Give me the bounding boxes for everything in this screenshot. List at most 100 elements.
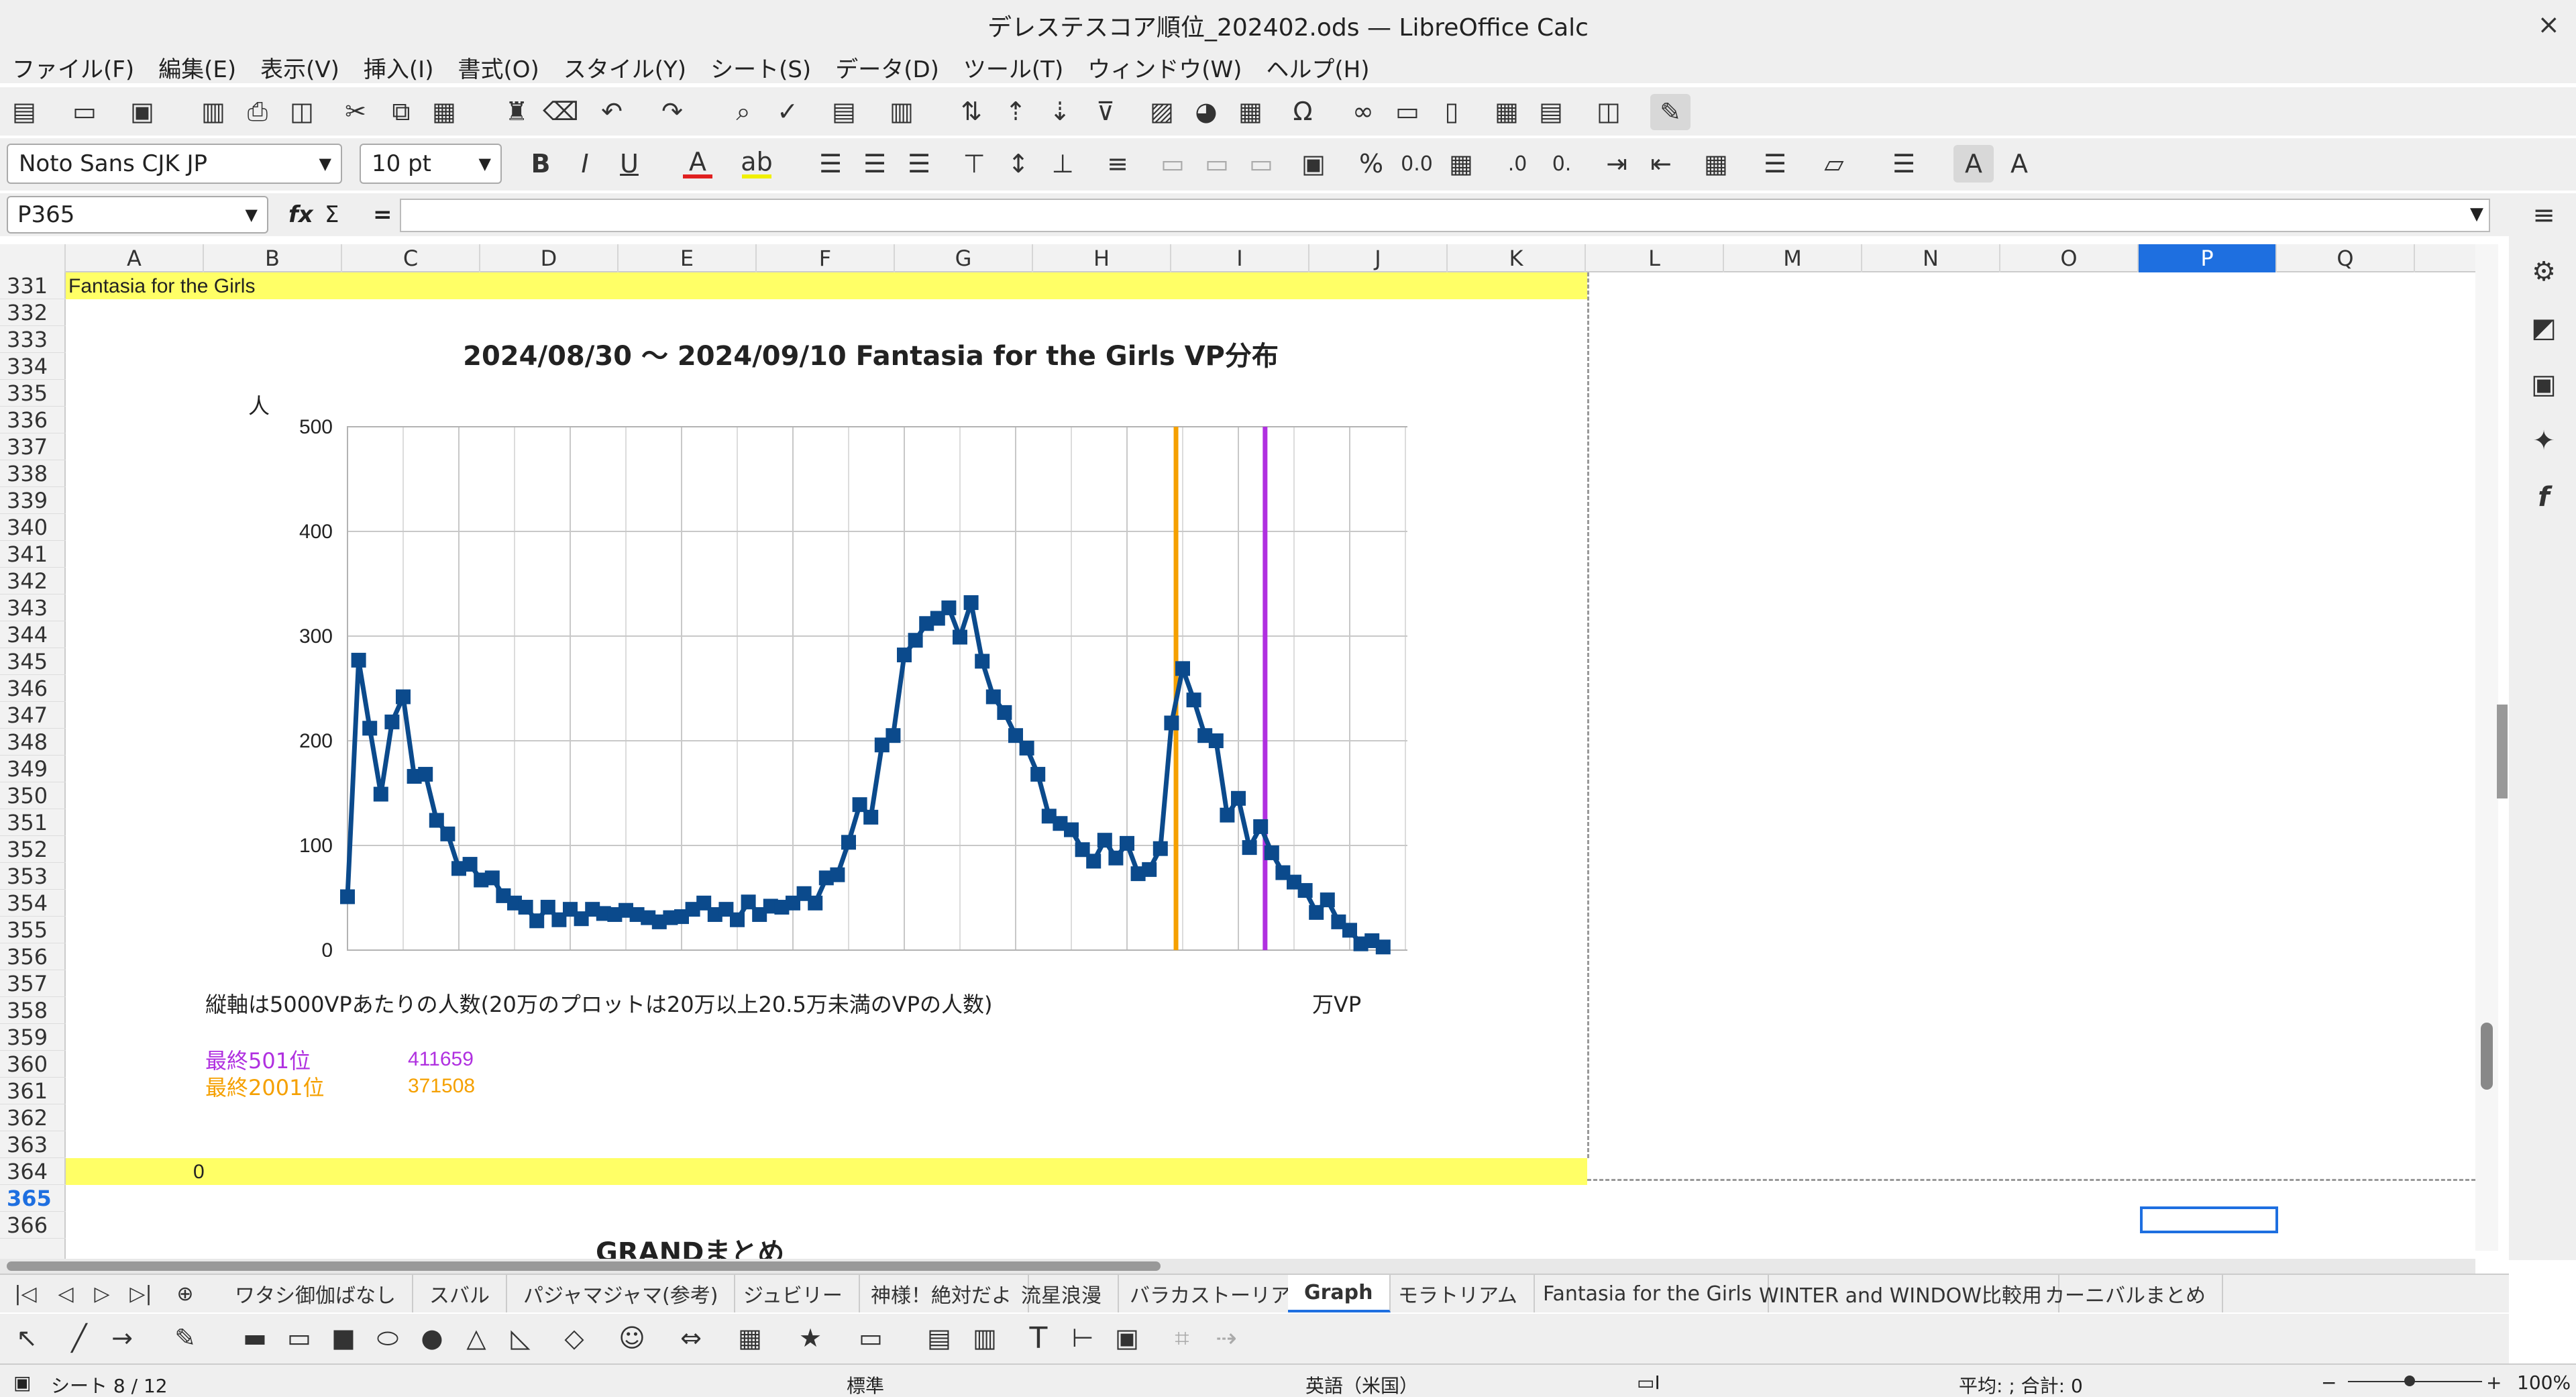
select-all-corner[interactable] bbox=[0, 244, 66, 272]
define-print-area-icon[interactable]: ▦ bbox=[1495, 97, 1519, 126]
merge-center-icon[interactable]: ▭ bbox=[1205, 149, 1229, 178]
find-icon[interactable]: ⌕ bbox=[736, 96, 751, 126]
column-header-h[interactable]: H bbox=[1033, 244, 1171, 272]
font-size-box[interactable]: 10 pt ▼ bbox=[360, 144, 502, 184]
row-header[interactable]: 333 bbox=[0, 326, 66, 353]
menu-tools[interactable]: ツール(T) bbox=[963, 56, 1064, 83]
row-header[interactable]: 356 bbox=[0, 943, 66, 970]
menu-insert[interactable]: 挿入(I) bbox=[363, 56, 434, 83]
line-style-icon[interactable]: ☰ bbox=[1892, 149, 1916, 178]
row-header[interactable]: 342 bbox=[0, 568, 66, 594]
zoom-slider-thumb[interactable] bbox=[2404, 1376, 2415, 1386]
row-header[interactable]: 353 bbox=[0, 863, 66, 890]
select-icon[interactable]: ↖ bbox=[16, 1323, 38, 1353]
menu-styles[interactable]: スタイル(Y) bbox=[563, 56, 687, 83]
frame-icon[interactable]: ▣ bbox=[1115, 1323, 1139, 1353]
sheet-tab[interactable]: モラトリアム bbox=[1382, 1275, 1535, 1312]
split-window-icon[interactable]: ◫ bbox=[1597, 97, 1621, 126]
menu-data[interactable]: データ(D) bbox=[835, 56, 939, 83]
name-box[interactable]: P365 ▼ bbox=[7, 196, 268, 234]
sheet-tab[interactable]: WINTER and WINDOW比較用 bbox=[1743, 1275, 2059, 1312]
pivot-table-icon[interactable]: ▦ bbox=[1238, 97, 1263, 126]
freeze-rows-icon[interactable]: ▤ bbox=[1539, 97, 1563, 126]
autofilter-icon[interactable]: ⊽ bbox=[1096, 97, 1115, 126]
last-sheet-icon[interactable]: ▷| bbox=[129, 1282, 152, 1306]
text-direction-lr-icon[interactable]: A bbox=[1953, 145, 1994, 183]
percent-icon[interactable]: % bbox=[1358, 149, 1384, 178]
sheet-tab[interactable]: Graph bbox=[1288, 1275, 1391, 1312]
row-header[interactable]: 347 bbox=[0, 702, 66, 729]
wrap-text-icon[interactable]: ≡ bbox=[1107, 149, 1128, 178]
zoom-out-icon[interactable]: − bbox=[2321, 1372, 2337, 1394]
column-header-a[interactable]: A bbox=[66, 244, 204, 272]
row-header[interactable]: 337 bbox=[0, 433, 66, 460]
menu-format[interactable]: 書式(O) bbox=[458, 56, 539, 83]
special-character-icon[interactable]: Ω bbox=[1293, 97, 1313, 126]
chevron-down-icon[interactable]: ▼ bbox=[319, 154, 331, 173]
vertical-scroll-thumb[interactable] bbox=[2481, 1023, 2493, 1090]
column-header-m[interactable]: M bbox=[1724, 244, 1862, 272]
symbol-shapes-icon[interactable]: ☺ bbox=[619, 1323, 645, 1353]
column-icon[interactable]: ▥ bbox=[890, 97, 914, 126]
menu-file[interactable]: ファイル(F) bbox=[12, 56, 135, 83]
sheet-tab[interactable]: 神様！絶対だよ bbox=[855, 1275, 1029, 1312]
print-icon[interactable]: ⎙ bbox=[247, 96, 268, 126]
copy-icon[interactable]: ⧉ bbox=[392, 96, 411, 126]
row-header[interactable]: 346 bbox=[0, 675, 66, 702]
chevron-down-icon[interactable]: ▼ bbox=[478, 154, 491, 173]
align-bottom-icon[interactable]: ⊥ bbox=[1051, 149, 1074, 178]
align-top-icon[interactable]: ⊤ bbox=[963, 149, 985, 178]
row-header[interactable]: 363 bbox=[0, 1131, 66, 1158]
curve-icon[interactable]: ✎ bbox=[174, 1323, 196, 1353]
glue-points-icon[interactable]: ⇢ bbox=[1216, 1323, 1237, 1353]
zoom-level[interactable]: 100% bbox=[2517, 1372, 2571, 1394]
sort-icon[interactable]: ⇅ bbox=[961, 97, 982, 126]
sheet-tab[interactable]: ワタシ御伽ばなし bbox=[219, 1275, 413, 1312]
text-icon[interactable]: T bbox=[1029, 1321, 1048, 1355]
column-header-p[interactable]: P bbox=[2139, 244, 2277, 272]
close-icon[interactable]: × bbox=[2537, 9, 2560, 40]
decrease-indent-icon[interactable]: ⇤ bbox=[1650, 149, 1672, 178]
vertical-text-icon[interactable]: ⊢ bbox=[1071, 1323, 1094, 1353]
header-footer-icon[interactable]: ▯ bbox=[1444, 97, 1459, 126]
gallery-icon[interactable]: ▣ bbox=[2531, 369, 2557, 400]
sum-icon[interactable]: Σ bbox=[325, 201, 339, 228]
styles-icon[interactable]: ◩ bbox=[2531, 313, 2557, 344]
fontwork-icon[interactable]: ▤ bbox=[927, 1323, 951, 1353]
italic-icon[interactable]: I bbox=[581, 149, 589, 178]
column-header-l[interactable]: L bbox=[1586, 244, 1724, 272]
column-header-f[interactable]: F bbox=[757, 244, 895, 272]
cell-a331[interactable]: Fantasia for the Girls bbox=[68, 275, 256, 297]
right-triangle-icon[interactable]: ◺ bbox=[511, 1323, 531, 1353]
triangle-icon[interactable]: △ bbox=[466, 1323, 486, 1353]
insert-image-icon[interactable]: ▨ bbox=[1150, 97, 1174, 126]
insert-textbox-icon[interactable]: ▥ bbox=[973, 1323, 997, 1353]
basic-shapes-icon[interactable]: ◇ bbox=[564, 1323, 584, 1353]
row-header[interactable]: 338 bbox=[0, 460, 66, 487]
column-header-j[interactable]: J bbox=[1309, 244, 1448, 272]
square-icon[interactable]: ■ bbox=[331, 1323, 356, 1353]
row-header[interactable]: 334 bbox=[0, 353, 66, 380]
border-style-icon[interactable]: ☰ bbox=[1763, 149, 1787, 178]
expand-formula-icon[interactable]: ▼ bbox=[2470, 204, 2483, 224]
clear-formatting-icon[interactable]: ⌫ bbox=[543, 97, 579, 126]
next-sheet-icon[interactable]: ▷ bbox=[94, 1282, 110, 1306]
align-center-icon[interactable]: ☰ bbox=[863, 149, 887, 178]
column-header-e[interactable]: E bbox=[619, 244, 757, 272]
formula-input[interactable] bbox=[400, 199, 2490, 232]
row-header[interactable]: 364 bbox=[0, 1158, 66, 1185]
font-name-box[interactable]: Noto Sans CJK JP ▼ bbox=[7, 144, 342, 184]
underline-icon[interactable]: U bbox=[620, 149, 639, 178]
export-pdf-icon[interactable]: ▥ bbox=[201, 97, 225, 126]
row-header-selected[interactable]: 365 bbox=[0, 1185, 66, 1212]
column-header-o[interactable]: O bbox=[2000, 244, 2139, 272]
callouts-icon[interactable]: ▭ bbox=[859, 1323, 883, 1353]
hyperlink-icon[interactable]: ∞ bbox=[1352, 97, 1374, 126]
sidebar-menu-icon[interactable]: ≡ bbox=[2532, 200, 2555, 231]
row-header[interactable]: 366 bbox=[0, 1212, 66, 1239]
clone-formatting-icon[interactable]: ♜ bbox=[504, 97, 529, 126]
paste-icon[interactable]: ▦ bbox=[432, 97, 456, 126]
chevron-down-icon[interactable]: ▼ bbox=[245, 205, 258, 224]
horizontal-scroll-thumb[interactable] bbox=[7, 1261, 1161, 1271]
row-header[interactable]: 357 bbox=[0, 970, 66, 997]
